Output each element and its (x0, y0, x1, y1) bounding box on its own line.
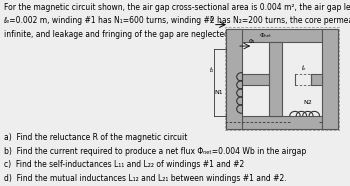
Text: ℓₑ: ℓₑ (301, 66, 305, 71)
Bar (322, 29, 338, 129)
Text: N1: N1 (215, 90, 223, 95)
Text: infinite, and leakage and fringing of the gap are neglected.: infinite, and leakage and fringing of th… (4, 30, 231, 39)
Bar (311, 74, 322, 85)
Text: ℓ₂: ℓ₂ (209, 68, 214, 73)
Text: c)  Find the self-inductances L₁₁ and L₂₂ of windings #1 and #2: c) Find the self-inductances L₁₁ and L₂₂… (4, 160, 244, 169)
Text: Φ₁: Φ₁ (248, 39, 255, 44)
Bar (269, 42, 282, 116)
Text: ℓₑ=0.002 m, winding #1 has N₁=600 turns, winding #2 has N₂=200 turns, the core p: ℓₑ=0.002 m, winding #1 has N₁=600 turns,… (4, 16, 350, 25)
Bar (226, 29, 338, 42)
Text: N2: N2 (303, 100, 312, 105)
Text: For the magnetic circuit shown, the air gap cross-sectional area is 0.004 m², th: For the magnetic circuit shown, the air … (4, 3, 350, 12)
Bar (225, 27, 339, 130)
Text: b)  Find the current required to produce a net flux Φₙₑₜ=0.004 Wb in the airgap: b) Find the current required to produce … (4, 147, 306, 156)
Bar (226, 29, 242, 129)
Text: a)  Find the reluctance R of the magnetic circuit: a) Find the reluctance R of the magnetic… (4, 133, 187, 142)
Text: d)  Find the mutual inductances L₁₂ and L₂₁ between windings #1 and #2.: d) Find the mutual inductances L₁₂ and L… (4, 174, 286, 183)
Text: Φₙₑₜ: Φₙₑₜ (260, 33, 272, 38)
Bar (242, 74, 269, 85)
Text: ℓ₁: ℓ₁ (209, 17, 214, 22)
Bar (226, 116, 338, 129)
